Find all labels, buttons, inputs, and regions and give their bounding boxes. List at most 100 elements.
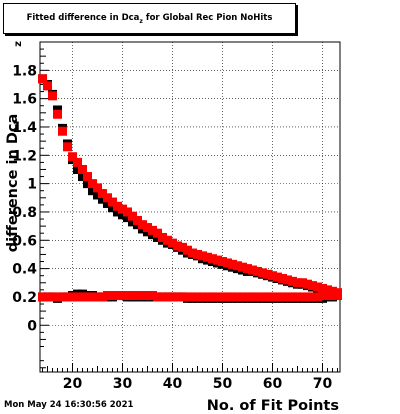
data-point — [323, 285, 332, 295]
data-point — [313, 282, 322, 292]
data-point — [98, 292, 107, 302]
data-point — [118, 204, 127, 214]
data-point — [208, 254, 217, 264]
chart-title-subscript: z — [139, 18, 143, 25]
y-tick-label: 0.6 — [12, 233, 37, 249]
data-point — [88, 186, 97, 196]
data-point — [208, 292, 217, 302]
data-point — [288, 292, 297, 302]
data-point — [93, 183, 102, 193]
data-point — [188, 248, 197, 258]
data-point — [298, 278, 307, 288]
chart-title-rest: for Global Rec Pion NoHits — [142, 13, 273, 23]
data-point — [158, 292, 167, 302]
data-point — [308, 292, 317, 302]
data-point — [73, 164, 82, 174]
y-axis-title-subscript: z — [13, 41, 24, 47]
data-point — [163, 292, 172, 302]
data-point — [73, 292, 82, 302]
data-point — [203, 292, 212, 302]
chart-title-main: Fitted difference in Dca — [26, 13, 140, 23]
y-tick-label: 1.4 — [12, 120, 37, 136]
data-point — [98, 194, 107, 204]
data-point — [213, 292, 222, 302]
data-point — [288, 276, 297, 286]
data-point — [88, 179, 97, 189]
data-point — [143, 291, 152, 301]
data-point — [123, 207, 132, 217]
x-tick-label: 50 — [213, 376, 233, 392]
data-point — [198, 251, 207, 261]
data-point — [83, 292, 92, 302]
x-tick-label: 20 — [63, 376, 83, 392]
data-point — [278, 274, 287, 284]
data-point — [98, 189, 107, 199]
data-point — [168, 238, 177, 248]
x-tick-label: 70 — [313, 376, 333, 392]
data-point — [38, 292, 47, 302]
data-point — [228, 292, 237, 302]
x-tick-label: 40 — [163, 376, 183, 392]
data-point — [148, 291, 157, 301]
data-point — [243, 292, 252, 302]
data-point — [308, 281, 317, 291]
data-point — [293, 292, 302, 302]
data-point — [78, 164, 87, 174]
data-point — [118, 291, 127, 301]
y-tick-label: 1.2 — [12, 148, 37, 164]
data-markers — [38, 74, 342, 303]
data-point — [63, 142, 72, 152]
data-point — [218, 292, 227, 302]
data-point — [303, 292, 312, 302]
data-point — [198, 292, 207, 302]
data-point — [108, 197, 117, 207]
data-point — [228, 259, 237, 269]
data-point — [298, 292, 307, 302]
data-point — [223, 292, 232, 302]
data-point — [123, 291, 132, 301]
data-point — [103, 198, 112, 208]
data-point — [128, 217, 137, 227]
y-tick-label: 0 — [27, 318, 37, 334]
y-tick-label: 0.4 — [12, 262, 37, 278]
data-point — [168, 292, 177, 302]
data-point — [283, 275, 292, 285]
data-point — [243, 264, 252, 274]
data-point — [113, 291, 122, 301]
data-point — [233, 261, 242, 271]
data-point — [118, 210, 127, 220]
data-point — [253, 292, 262, 302]
data-point — [183, 245, 192, 255]
data-point — [93, 190, 102, 200]
data-point — [248, 265, 257, 275]
x-tick-label: 30 — [113, 376, 133, 392]
data-point — [113, 201, 122, 211]
timestamp: Mon May 24 16:30:56 2021 — [4, 400, 134, 410]
data-point — [128, 291, 137, 301]
data-point — [273, 292, 282, 302]
data-point — [108, 203, 117, 213]
data-point — [173, 241, 182, 251]
y-tick-label: 1 — [27, 177, 37, 193]
data-point — [268, 292, 277, 302]
chart-title: Fitted difference in Dcaz for Global Rec… — [3, 3, 296, 34]
data-point — [113, 207, 122, 217]
data-point — [238, 292, 247, 302]
data-point — [63, 292, 72, 302]
data-point — [38, 74, 47, 84]
data-point — [188, 292, 197, 302]
data-point — [148, 225, 157, 235]
data-point — [328, 291, 337, 301]
data-point — [293, 278, 302, 288]
data-point — [303, 279, 312, 289]
data-point — [43, 292, 52, 302]
data-point — [68, 292, 77, 302]
data-point — [43, 81, 52, 91]
data-point — [58, 292, 67, 302]
data-point — [238, 262, 247, 272]
data-point — [278, 292, 287, 302]
data-point — [318, 291, 327, 301]
data-point — [183, 292, 192, 302]
data-point — [173, 292, 182, 302]
